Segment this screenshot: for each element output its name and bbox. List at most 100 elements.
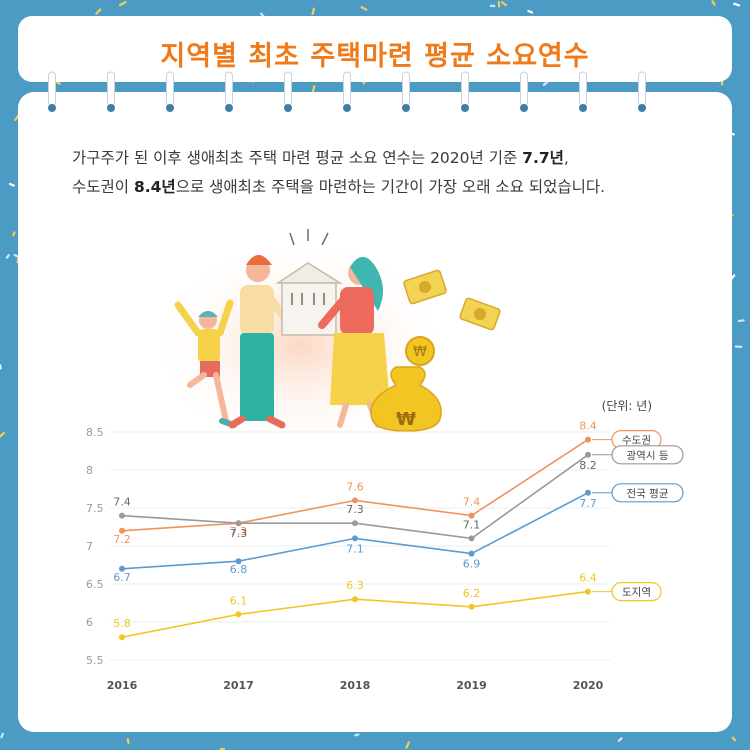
confetti-dash bbox=[733, 2, 741, 7]
x-tick-label: 2019 bbox=[456, 679, 487, 692]
title-card: 지역별 최초 주택마련 평균 소요연수 bbox=[18, 16, 732, 82]
line-chart: (단위: 년) 5.5 6 6.5 7 7.5 8 8.5 2016 2017 2018 2019… bbox=[86, 399, 684, 692]
legend-tag: 수도권 bbox=[592, 429, 662, 450]
data-label: 8.2 bbox=[579, 459, 597, 472]
intro-highlight: 8.4년 bbox=[133, 178, 176, 196]
data-label: 7.3 bbox=[346, 503, 364, 516]
data-point bbox=[235, 558, 242, 565]
money-bill-icon bbox=[403, 269, 447, 305]
confetti-dash bbox=[360, 5, 368, 11]
data-label: 5.8 bbox=[113, 617, 131, 630]
data-label: 6.4 bbox=[579, 572, 597, 585]
legend-tag: 전국 평균 bbox=[592, 483, 684, 503]
legend-tag: 도지역 bbox=[592, 582, 662, 602]
data-label: 7.1 bbox=[346, 542, 364, 555]
data-point bbox=[468, 603, 475, 610]
coin-icon: ₩ bbox=[405, 336, 435, 366]
confetti-dash bbox=[0, 732, 4, 739]
intro-line-2: 수도권이 8.4년으로 생애최초 주택을 마련하는 기간이 가장 오래 소요 되… bbox=[72, 173, 712, 202]
money-bill-icon bbox=[459, 297, 501, 331]
binder-ring-icon bbox=[107, 71, 115, 112]
data-point bbox=[585, 451, 591, 458]
intro-text-part: 가구주가 된 이후 생애최초 주택 마련 평균 소요 연수는 2020년 기준 bbox=[72, 149, 523, 167]
binder-ring-icon bbox=[638, 71, 646, 112]
binder-ring-icon bbox=[402, 71, 410, 112]
legend-label: 광역시 등 bbox=[627, 450, 669, 462]
data-point bbox=[585, 436, 591, 443]
y-tick-label: 7.5 bbox=[86, 502, 104, 515]
data-label: 7.4 bbox=[463, 496, 481, 509]
data-label: 6.2 bbox=[463, 587, 481, 600]
binder-ring-icon bbox=[284, 71, 292, 112]
house-icon bbox=[275, 229, 343, 336]
confetti-dash bbox=[119, 1, 127, 7]
confetti-dash bbox=[711, 0, 716, 6]
data-point bbox=[585, 489, 591, 496]
binder-ring-icon bbox=[48, 71, 56, 112]
binder-ring-icon bbox=[520, 71, 528, 112]
data-label: 7.7 bbox=[579, 497, 597, 510]
intro-highlight: 7.7년 bbox=[522, 149, 564, 167]
confetti-dash bbox=[617, 737, 623, 742]
y-tick-label: 7 bbox=[86, 540, 93, 553]
data-point bbox=[468, 535, 475, 542]
data-label: 7.2 bbox=[113, 533, 131, 546]
confetti-dash bbox=[56, 81, 61, 85]
data-label: 7.4 bbox=[113, 496, 131, 509]
confetti-dash bbox=[312, 85, 316, 93]
data-label: 7.3 bbox=[230, 527, 248, 540]
data-point bbox=[119, 634, 125, 641]
legend-label: 수도권 bbox=[622, 435, 651, 447]
child-figure-icon bbox=[174, 299, 237, 428]
data-point bbox=[352, 497, 358, 504]
binder-ring-icon bbox=[579, 71, 587, 112]
data-point bbox=[119, 527, 125, 534]
unit-label: (단위: 년) bbox=[602, 399, 652, 413]
legend-label: 도지역 bbox=[622, 587, 651, 599]
confetti-dash bbox=[0, 432, 5, 438]
y-tick-label: 8.5 bbox=[86, 426, 104, 439]
data-label: 7.3 bbox=[230, 525, 248, 538]
intro-text: 가구주가 된 이후 생애최초 주택 마련 평균 소요 연수는 2020년 기준 … bbox=[72, 144, 712, 202]
data-point bbox=[585, 588, 591, 595]
mother-figure-icon bbox=[318, 256, 390, 428]
binder-ring-icon bbox=[343, 71, 351, 112]
confetti-dash bbox=[405, 741, 410, 749]
x-tick-label: 2020 bbox=[573, 679, 604, 692]
data-label: 7.1 bbox=[463, 518, 481, 531]
money-bag-icon: ₩ bbox=[370, 366, 442, 432]
x-tick-label: 2018 bbox=[340, 679, 371, 692]
intro-text-part: , bbox=[563, 149, 569, 167]
data-label: 8.4 bbox=[579, 420, 597, 433]
binder-ring-icon bbox=[166, 71, 174, 112]
svg-text:₩: ₩ bbox=[396, 409, 416, 430]
confetti-dash bbox=[354, 733, 360, 737]
confetti-dash bbox=[126, 738, 130, 744]
data-label: 6.7 bbox=[113, 571, 131, 584]
intro-line-1: 가구주가 된 이후 생애최초 주택 마련 평균 소요 연수는 2020년 기준 … bbox=[72, 144, 712, 173]
family-house-illustration: ₩ ₩ bbox=[150, 225, 501, 440]
binder-rings bbox=[48, 71, 646, 112]
data-label: 7.6 bbox=[346, 480, 364, 493]
intro-text-part: 수도권이 bbox=[72, 178, 134, 196]
page-title: 지역별 최초 주택마련 평균 소요연수 bbox=[160, 41, 590, 72]
y-tick-label: 6.5 bbox=[86, 578, 104, 591]
svg-text:₩: ₩ bbox=[413, 344, 427, 360]
data-point bbox=[468, 550, 475, 557]
father-figure-icon bbox=[228, 255, 294, 429]
x-tick-label: 2017 bbox=[223, 679, 254, 692]
data-label: 6.1 bbox=[230, 594, 248, 607]
data-point bbox=[352, 535, 358, 542]
y-tick-label: 5.5 bbox=[86, 654, 104, 667]
data-label: 6.8 bbox=[230, 563, 248, 576]
data-point bbox=[352, 520, 358, 527]
y-tick-label: 8 bbox=[86, 464, 93, 477]
confetti-dash bbox=[731, 736, 737, 742]
confetti-dash bbox=[527, 9, 534, 14]
data-point bbox=[119, 512, 125, 519]
confetti-dash bbox=[5, 254, 10, 259]
x-tick-label: 2016 bbox=[107, 679, 138, 692]
data-point bbox=[119, 565, 125, 572]
data-point bbox=[235, 520, 242, 527]
legend-label: 전국 평균 bbox=[627, 488, 669, 500]
